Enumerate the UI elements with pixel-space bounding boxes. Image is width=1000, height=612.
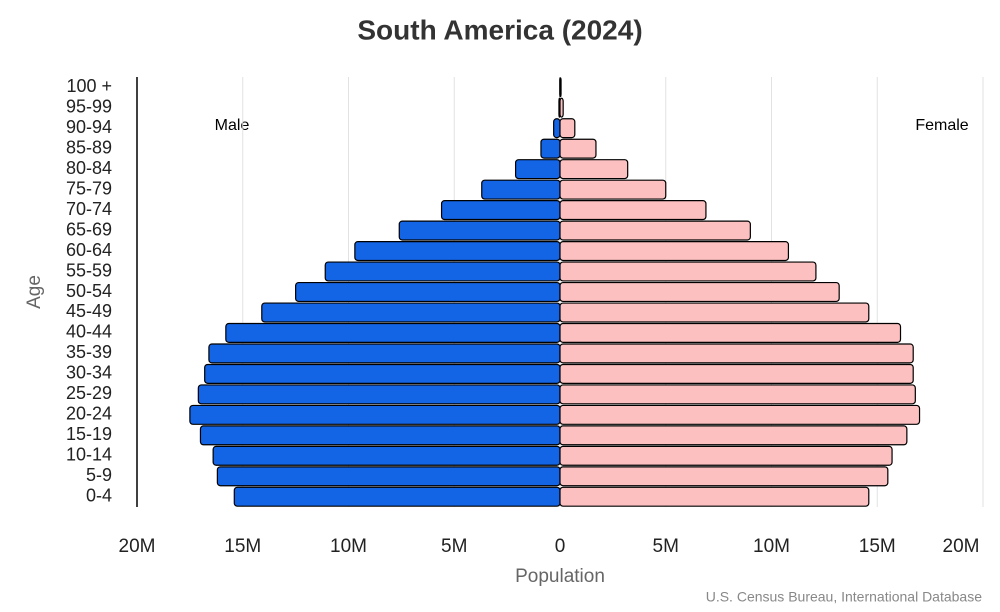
y-tick-label: 65-69	[66, 219, 112, 239]
bar	[559, 77, 562, 98]
bar	[354, 241, 561, 262]
x-tick-label: 20M	[943, 536, 980, 557]
bar	[559, 261, 817, 282]
bar	[559, 281, 840, 303]
bar	[199, 425, 561, 446]
y-tick-label: 15-19	[66, 424, 112, 444]
bar	[225, 322, 561, 343]
bar	[559, 363, 914, 384]
bar	[559, 179, 667, 200]
y-tick-label: 0-4	[86, 486, 112, 506]
y-tick-label: 35-39	[66, 342, 112, 362]
y-tick-label: 30-34	[66, 363, 112, 383]
bar	[189, 404, 561, 425]
bar	[197, 384, 561, 405]
bar	[204, 363, 561, 384]
y-tick-label: 80-84	[66, 158, 112, 178]
bar	[440, 200, 561, 221]
y-tick-label: 50-54	[66, 281, 112, 301]
bar	[559, 241, 790, 262]
bar	[559, 97, 564, 118]
y-tick-label: 40-44	[66, 322, 112, 342]
bar	[559, 200, 707, 221]
bar	[295, 281, 561, 303]
bar	[559, 404, 921, 425]
y-axis-label: Age	[24, 275, 45, 309]
bar	[559, 220, 751, 241]
chart-title: South America (2024)	[357, 14, 642, 45]
x-tick-label: 5M	[653, 536, 679, 557]
x-tick-label: 10M	[753, 536, 790, 557]
y-tick-label: 45-49	[66, 301, 112, 321]
legend-label: Male	[215, 117, 250, 134]
bar	[212, 445, 561, 466]
y-tick-label: 100 +	[66, 76, 112, 96]
bar	[553, 118, 561, 139]
y-tick-label: 70-74	[66, 199, 112, 219]
y-tick-label: 55-59	[66, 260, 112, 280]
source-note: U.S. Census Bureau, International Databa…	[706, 589, 982, 605]
bar	[559, 445, 893, 466]
y-tick-label: 75-79	[66, 178, 112, 198]
bar	[559, 486, 870, 507]
x-tick-label: 15M	[224, 536, 261, 557]
bar	[233, 486, 561, 507]
bar	[559, 302, 870, 323]
bar	[559, 322, 902, 343]
bar	[324, 261, 561, 282]
bar	[559, 466, 889, 487]
bar	[261, 302, 561, 323]
x-tick-label: 20M	[119, 536, 156, 557]
y-tick-label: 95-99	[66, 96, 112, 116]
bar	[559, 384, 916, 405]
y-tick-label: 85-89	[66, 137, 112, 157]
y-tick-label: 25-29	[66, 383, 112, 403]
y-tick-label: 90-94	[66, 117, 112, 137]
bar	[481, 179, 561, 200]
y-tick-label: 10-14	[66, 445, 112, 465]
bar	[559, 118, 576, 139]
bar	[559, 343, 914, 364]
bar	[559, 138, 597, 159]
bar	[398, 220, 561, 241]
x-tick-label: 10M	[330, 536, 367, 557]
bar	[559, 425, 908, 446]
x-tick-label: 5M	[441, 536, 467, 557]
x-tick-label: 0	[555, 536, 566, 557]
y-tick-label: 5-9	[86, 465, 112, 485]
x-tick-label: 15M	[859, 536, 896, 557]
bar	[559, 159, 629, 180]
x-axis-label: Population	[515, 566, 605, 587]
y-tick-label: 60-64	[66, 240, 112, 260]
bar	[208, 343, 561, 364]
legend-label: Female	[915, 117, 968, 134]
bar	[540, 138, 561, 159]
bar	[216, 466, 561, 487]
y-tick-label: 20-24	[66, 404, 112, 424]
bar	[514, 159, 561, 180]
